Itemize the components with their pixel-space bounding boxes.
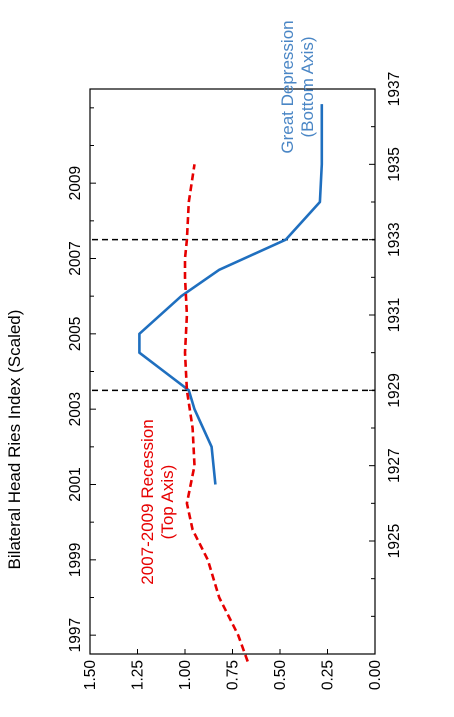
bottom-axis-tick-label: 1935 xyxy=(386,147,403,181)
depression-label-line1: Great Depression xyxy=(278,20,297,153)
y-axis-tick-label: 0.75 xyxy=(225,660,242,690)
recession-label-line1: 2007-2009 Recession xyxy=(138,419,157,584)
top-axis-tick-label: 2003 xyxy=(67,392,84,426)
y-axis-title: Bilateral Head Ries Index (Scaled) xyxy=(5,310,24,570)
plot-frame xyxy=(89,88,376,655)
bottom-axis: 1925 1927 1929 1931 1933 1935 1937 xyxy=(369,72,403,655)
y-axis-tick-label: 1.25 xyxy=(130,660,147,690)
recession-label-line2: (Top Axis) xyxy=(158,465,177,540)
series-group xyxy=(138,104,324,662)
top-axis-tick-label: 2001 xyxy=(67,467,84,501)
top-axis-tick-label: 2007 xyxy=(67,241,84,275)
bottom-axis-tick-label: 1927 xyxy=(386,448,403,482)
top-axis: 1997 1999 2001 2003 2005 2007 2009 xyxy=(67,107,96,652)
y-axis-tick-label: 0.25 xyxy=(320,660,337,690)
y-axis-tick-label: 1.00 xyxy=(177,660,194,691)
y-axis: 1.50 1.25 1.00 0.75 0.50 0.25 0.00 xyxy=(82,649,384,690)
top-axis-tick-label: 1999 xyxy=(67,543,84,577)
annotations: Great Depression (Bottom Axis) 2007-2009… xyxy=(138,20,317,584)
bottom-axis-tick-label: 1937 xyxy=(386,72,403,106)
top-axis-tick-label: 2005 xyxy=(67,317,84,351)
top-axis-tick-label: 2009 xyxy=(67,166,84,200)
bottom-axis-tick-label: 1929 xyxy=(386,373,403,407)
bottom-axis-tick-label: 1933 xyxy=(386,222,403,256)
top-axis-tick-label: 1997 xyxy=(67,618,84,652)
event-lines xyxy=(92,238,375,392)
great-depression-line xyxy=(138,104,324,485)
bottom-axis-tick-label: 1925 xyxy=(386,524,403,558)
bottom-axis-tick-label: 1931 xyxy=(386,298,403,332)
y-axis-tick-label: 0.50 xyxy=(272,660,289,691)
y-axis-tick-label: 1.50 xyxy=(82,660,99,691)
recession-line xyxy=(183,164,249,662)
depression-label-line2: (Bottom Axis) xyxy=(298,36,317,137)
y-axis-tick-label: 0.00 xyxy=(367,660,384,691)
